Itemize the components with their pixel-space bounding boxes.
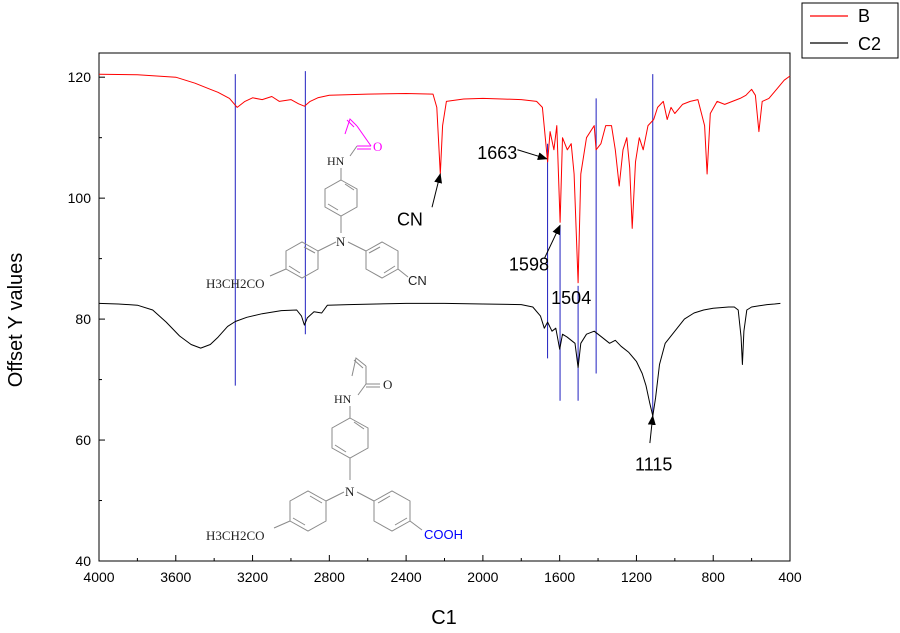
annotation-label: 1115 (635, 454, 672, 474)
axis-ticks: 4000 3600 3200 2800 2400 2000 1600 1200 800 400 40… (68, 69, 802, 585)
annotation-label: 1598 (509, 255, 549, 275)
y-axis-label: Offset Y values (5, 253, 27, 388)
top-n-label: N (336, 234, 346, 249)
y-tick-label: 80 (75, 311, 91, 327)
annotation-label: CN (397, 209, 423, 229)
annotation-label: 1504 (551, 288, 591, 308)
bottom-nh-label: HN (334, 392, 352, 406)
x-axis-label: C1 (431, 607, 457, 629)
bottom-ether-label: H3CH2CO (206, 528, 265, 543)
bottom-o-label: O (383, 377, 392, 392)
x-tick-label: 2400 (391, 569, 422, 585)
legend-label-b: B (858, 6, 870, 26)
annotation-arrow (647, 414, 656, 444)
y-tick-label: 60 (75, 432, 91, 448)
structure-top-labels: HN O N H3CH2CO CN (206, 139, 427, 291)
series-line-c2 (98, 302, 781, 417)
annotation-arrow (431, 172, 442, 208)
x-tick-label: 1200 (621, 569, 652, 585)
top-o-label: O (373, 139, 382, 154)
x-tick-label: 3600 (160, 569, 191, 585)
structure-top (269, 118, 409, 279)
annotation-arrow (543, 224, 561, 259)
x-tick-label: 2800 (314, 569, 345, 585)
structure-bottom (273, 357, 423, 532)
x-tick-label: 3200 (237, 569, 268, 585)
structure-bottom-labels: O HN N H3CH2CO COOH (206, 377, 463, 543)
y-tick-label: 120 (68, 69, 92, 85)
top-nh-label: HN (327, 154, 345, 168)
x-tick-label: 1600 (544, 569, 575, 585)
legend: B C2 (801, 2, 899, 59)
annotation-label: 1663 (477, 143, 517, 163)
series-layer (98, 73, 791, 417)
y-tick-label: 40 (75, 553, 91, 569)
legend-label-c2: C2 (858, 34, 881, 54)
top-ether-label: H3CH2CO (206, 276, 265, 291)
x-tick-label: 400 (778, 569, 802, 585)
series-line-b (98, 73, 791, 284)
x-tick-label: 4000 (83, 569, 114, 585)
x-tick-label: 2000 (467, 569, 498, 585)
top-cn-label: CN (408, 273, 427, 288)
bottom-n-label: N (345, 484, 355, 499)
bottom-cooh-label: COOH (424, 527, 463, 542)
y-tick-label: 100 (68, 190, 92, 206)
annotation-arrow (517, 149, 548, 160)
x-tick-label: 800 (702, 569, 726, 585)
